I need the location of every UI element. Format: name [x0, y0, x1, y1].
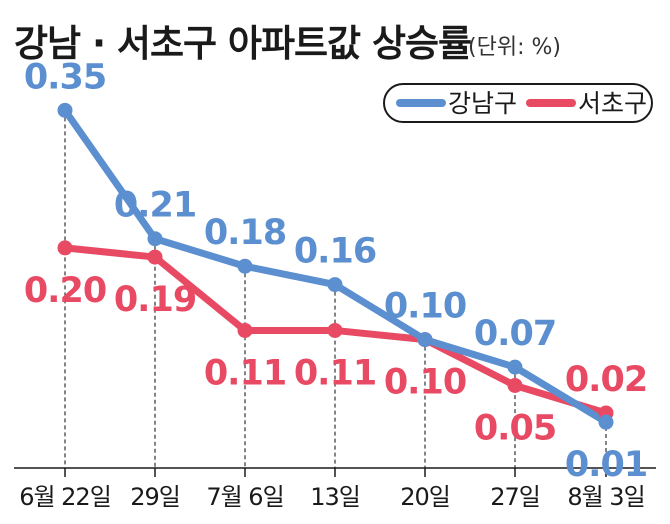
data-label-seocho: 0.20 — [24, 271, 106, 311]
data-label-gangnam: 0.35 — [24, 57, 106, 97]
chart-title: 강남 · 서초구 아파트값 상승률 — [14, 22, 471, 65]
legend: 강남구 서초구 — [383, 83, 653, 123]
data-point-gangnam — [507, 359, 523, 375]
data-labels: 0.350.210.18 0.160.100.070.010.20 0.190.11… — [24, 57, 648, 485]
x-tick-label: 27일 — [490, 483, 540, 511]
legend-box — [383, 83, 653, 123]
x-tick-label: 7월 6일 — [206, 483, 283, 511]
data-point-seocho — [147, 249, 163, 265]
data-point-gangnam — [327, 277, 343, 293]
data-point-seocho — [57, 240, 73, 256]
x-tick-label: 13일 — [310, 483, 360, 511]
legend-label-gangnam: 강남구 — [448, 89, 517, 118]
x-tick-labels: 6월 22일 29일 7월 6일 13일 20일 27일 8월 3일 — [19, 483, 645, 511]
x-tick-label: 6월 22일 — [19, 483, 111, 511]
data-point-gangnam — [57, 102, 73, 118]
data-label-gangnam: 0.01 — [565, 445, 647, 485]
data-label-seocho: 0.05 — [474, 408, 556, 448]
x-tick-label: 20일 — [400, 483, 450, 511]
data-point-seocho — [327, 322, 343, 338]
x-tick-label: 29일 — [130, 483, 180, 511]
data-label-seocho: 0.11 — [204, 353, 286, 393]
data-label-seocho: 0.11 — [294, 353, 376, 393]
data-label-gangnam: 0.10 — [384, 287, 466, 327]
data-label-gangnam: 0.18 — [204, 213, 286, 253]
data-point-gangnam — [598, 414, 614, 430]
data-point-gangnam — [417, 332, 433, 348]
data-label-gangnam: 0.16 — [294, 232, 376, 272]
data-label-gangnam: 0.21 — [114, 186, 196, 226]
vertical-guides — [64, 110, 607, 468]
data-point-seocho — [237, 322, 253, 338]
data-label-seocho: 0.19 — [114, 280, 196, 320]
data-label-gangnam: 0.07 — [474, 314, 556, 354]
data-label-seocho: 0.02 — [565, 360, 647, 400]
chart-unit: (단위: %) — [468, 35, 561, 60]
legend-label-seocho: 서초구 — [578, 89, 647, 118]
x-tick-label: 8월 3일 — [567, 483, 644, 511]
data-point-gangnam — [237, 258, 253, 274]
x-tick-marks — [64, 468, 607, 477]
data-point-gangnam — [147, 231, 163, 247]
data-point-seocho — [507, 377, 523, 393]
series-points — [57, 102, 614, 430]
data-label-seocho: 0.10 — [384, 363, 466, 403]
